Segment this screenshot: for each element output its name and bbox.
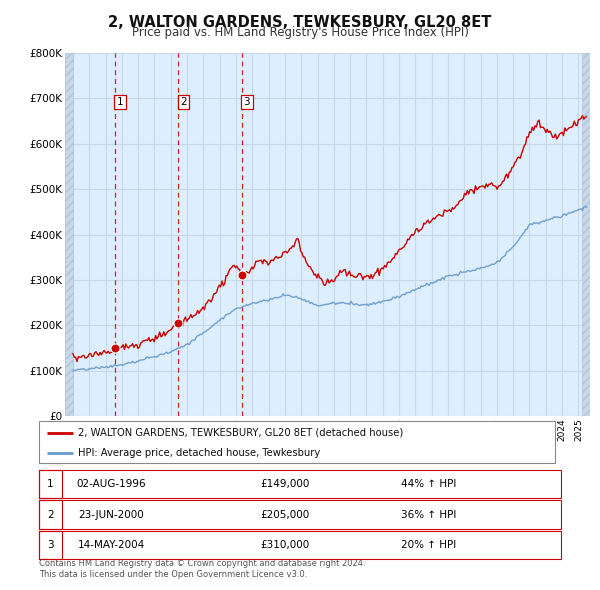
Text: Price paid vs. HM Land Registry's House Price Index (HPI): Price paid vs. HM Land Registry's House … — [131, 26, 469, 39]
Text: £310,000: £310,000 — [260, 540, 310, 550]
Bar — [65, 53, 73, 416]
Text: 2: 2 — [180, 97, 187, 107]
Text: 2: 2 — [47, 510, 54, 520]
Text: £205,000: £205,000 — [260, 510, 310, 520]
Text: HPI: Average price, detached house, Tewkesbury: HPI: Average price, detached house, Tewk… — [77, 448, 320, 457]
Text: 1: 1 — [116, 97, 124, 107]
Text: 36% ↑ HPI: 36% ↑ HPI — [401, 510, 457, 520]
Text: 44% ↑ HPI: 44% ↑ HPI — [401, 479, 457, 489]
Text: 2, WALTON GARDENS, TEWKESBURY, GL20 8ET: 2, WALTON GARDENS, TEWKESBURY, GL20 8ET — [109, 15, 491, 30]
Text: 3: 3 — [244, 97, 250, 107]
Text: 2, WALTON GARDENS, TEWKESBURY, GL20 8ET (detached house): 2, WALTON GARDENS, TEWKESBURY, GL20 8ET … — [77, 428, 403, 438]
Text: 3: 3 — [47, 540, 54, 550]
Bar — [581, 53, 590, 416]
Text: 23-JUN-2000: 23-JUN-2000 — [78, 510, 144, 520]
Text: £149,000: £149,000 — [260, 479, 310, 489]
Text: 14-MAY-2004: 14-MAY-2004 — [77, 540, 145, 550]
Text: Contains HM Land Registry data © Crown copyright and database right 2024.
This d: Contains HM Land Registry data © Crown c… — [39, 559, 365, 579]
Text: 1: 1 — [47, 479, 54, 489]
Text: 02-AUG-1996: 02-AUG-1996 — [76, 479, 146, 489]
Text: 20% ↑ HPI: 20% ↑ HPI — [401, 540, 457, 550]
